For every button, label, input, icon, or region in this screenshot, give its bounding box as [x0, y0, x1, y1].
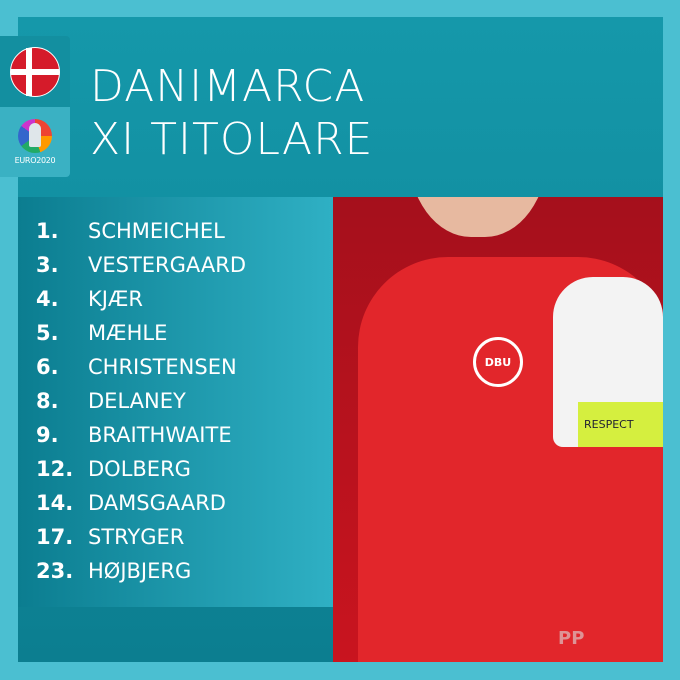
- player-name: MÆHLE: [88, 321, 168, 345]
- player-name: CHRISTENSEN: [88, 355, 237, 379]
- lineup-row: 8. DELANEY: [36, 384, 186, 418]
- player-number: 6.: [36, 355, 59, 379]
- lineup-row: 12. DOLBERG: [36, 452, 191, 486]
- lineup-panel: [18, 197, 333, 607]
- player-number: 3.: [36, 253, 59, 277]
- page-title: DANIMARCA XI TITOLARE: [90, 60, 373, 166]
- player-number: 9.: [36, 423, 59, 447]
- title-line-2: XI TITOLARE: [90, 114, 374, 165]
- captain-armband: RESPECT: [578, 402, 663, 447]
- dbu-crest-icon: DBU: [473, 337, 523, 387]
- player-name: DOLBERG: [88, 457, 191, 481]
- lineup-row: 1. SCHMEICHEL: [36, 214, 225, 248]
- watermark-logo: PP: [558, 628, 585, 649]
- lineup-row: 14. DAMSGAARD: [36, 486, 226, 520]
- player-number: 12.: [36, 457, 74, 481]
- team-badge: EURO2020: [0, 36, 70, 177]
- player-number: 23.: [36, 559, 74, 583]
- title-line-1: DANIMARCA: [90, 61, 366, 112]
- player-name: SCHMEICHEL: [88, 219, 225, 243]
- player-head: [408, 197, 548, 237]
- player-name: HØJBJERG: [88, 559, 192, 583]
- player-number: 5.: [36, 321, 59, 345]
- player-number: 4.: [36, 287, 59, 311]
- lineup-row: 3. VESTERGAARD: [36, 248, 246, 282]
- player-photo: DBU RESPECT: [333, 197, 663, 662]
- euro2020-trophy-icon: [18, 119, 52, 153]
- lineup-row: 6. CHRISTENSEN: [36, 350, 237, 384]
- euro2020-logo-text: EURO2020: [14, 156, 56, 165]
- player-name: DAMSGAARD: [88, 491, 226, 515]
- lineup-row: 23. HØJBJERG: [36, 554, 191, 588]
- player-name: VESTERGAARD: [88, 253, 247, 277]
- lineup-row: 4. KJÆR: [36, 282, 143, 316]
- player-number: 14.: [36, 491, 74, 515]
- player-number: 17.: [36, 525, 74, 549]
- denmark-flag-icon: [10, 46, 60, 97]
- player-name: KJÆR: [88, 287, 144, 311]
- player-number: 8.: [36, 389, 59, 413]
- lineup-row: 9. BRAITHWAITE: [36, 418, 232, 452]
- player-name: DELANEY: [88, 389, 186, 413]
- player-number: 1.: [36, 219, 59, 243]
- player-name: BRAITHWAITE: [88, 423, 232, 447]
- lineup-row: 5. MÆHLE: [36, 316, 167, 350]
- lineup-row: 17. STRYGER: [36, 520, 184, 554]
- player-name: STRYGER: [88, 525, 185, 549]
